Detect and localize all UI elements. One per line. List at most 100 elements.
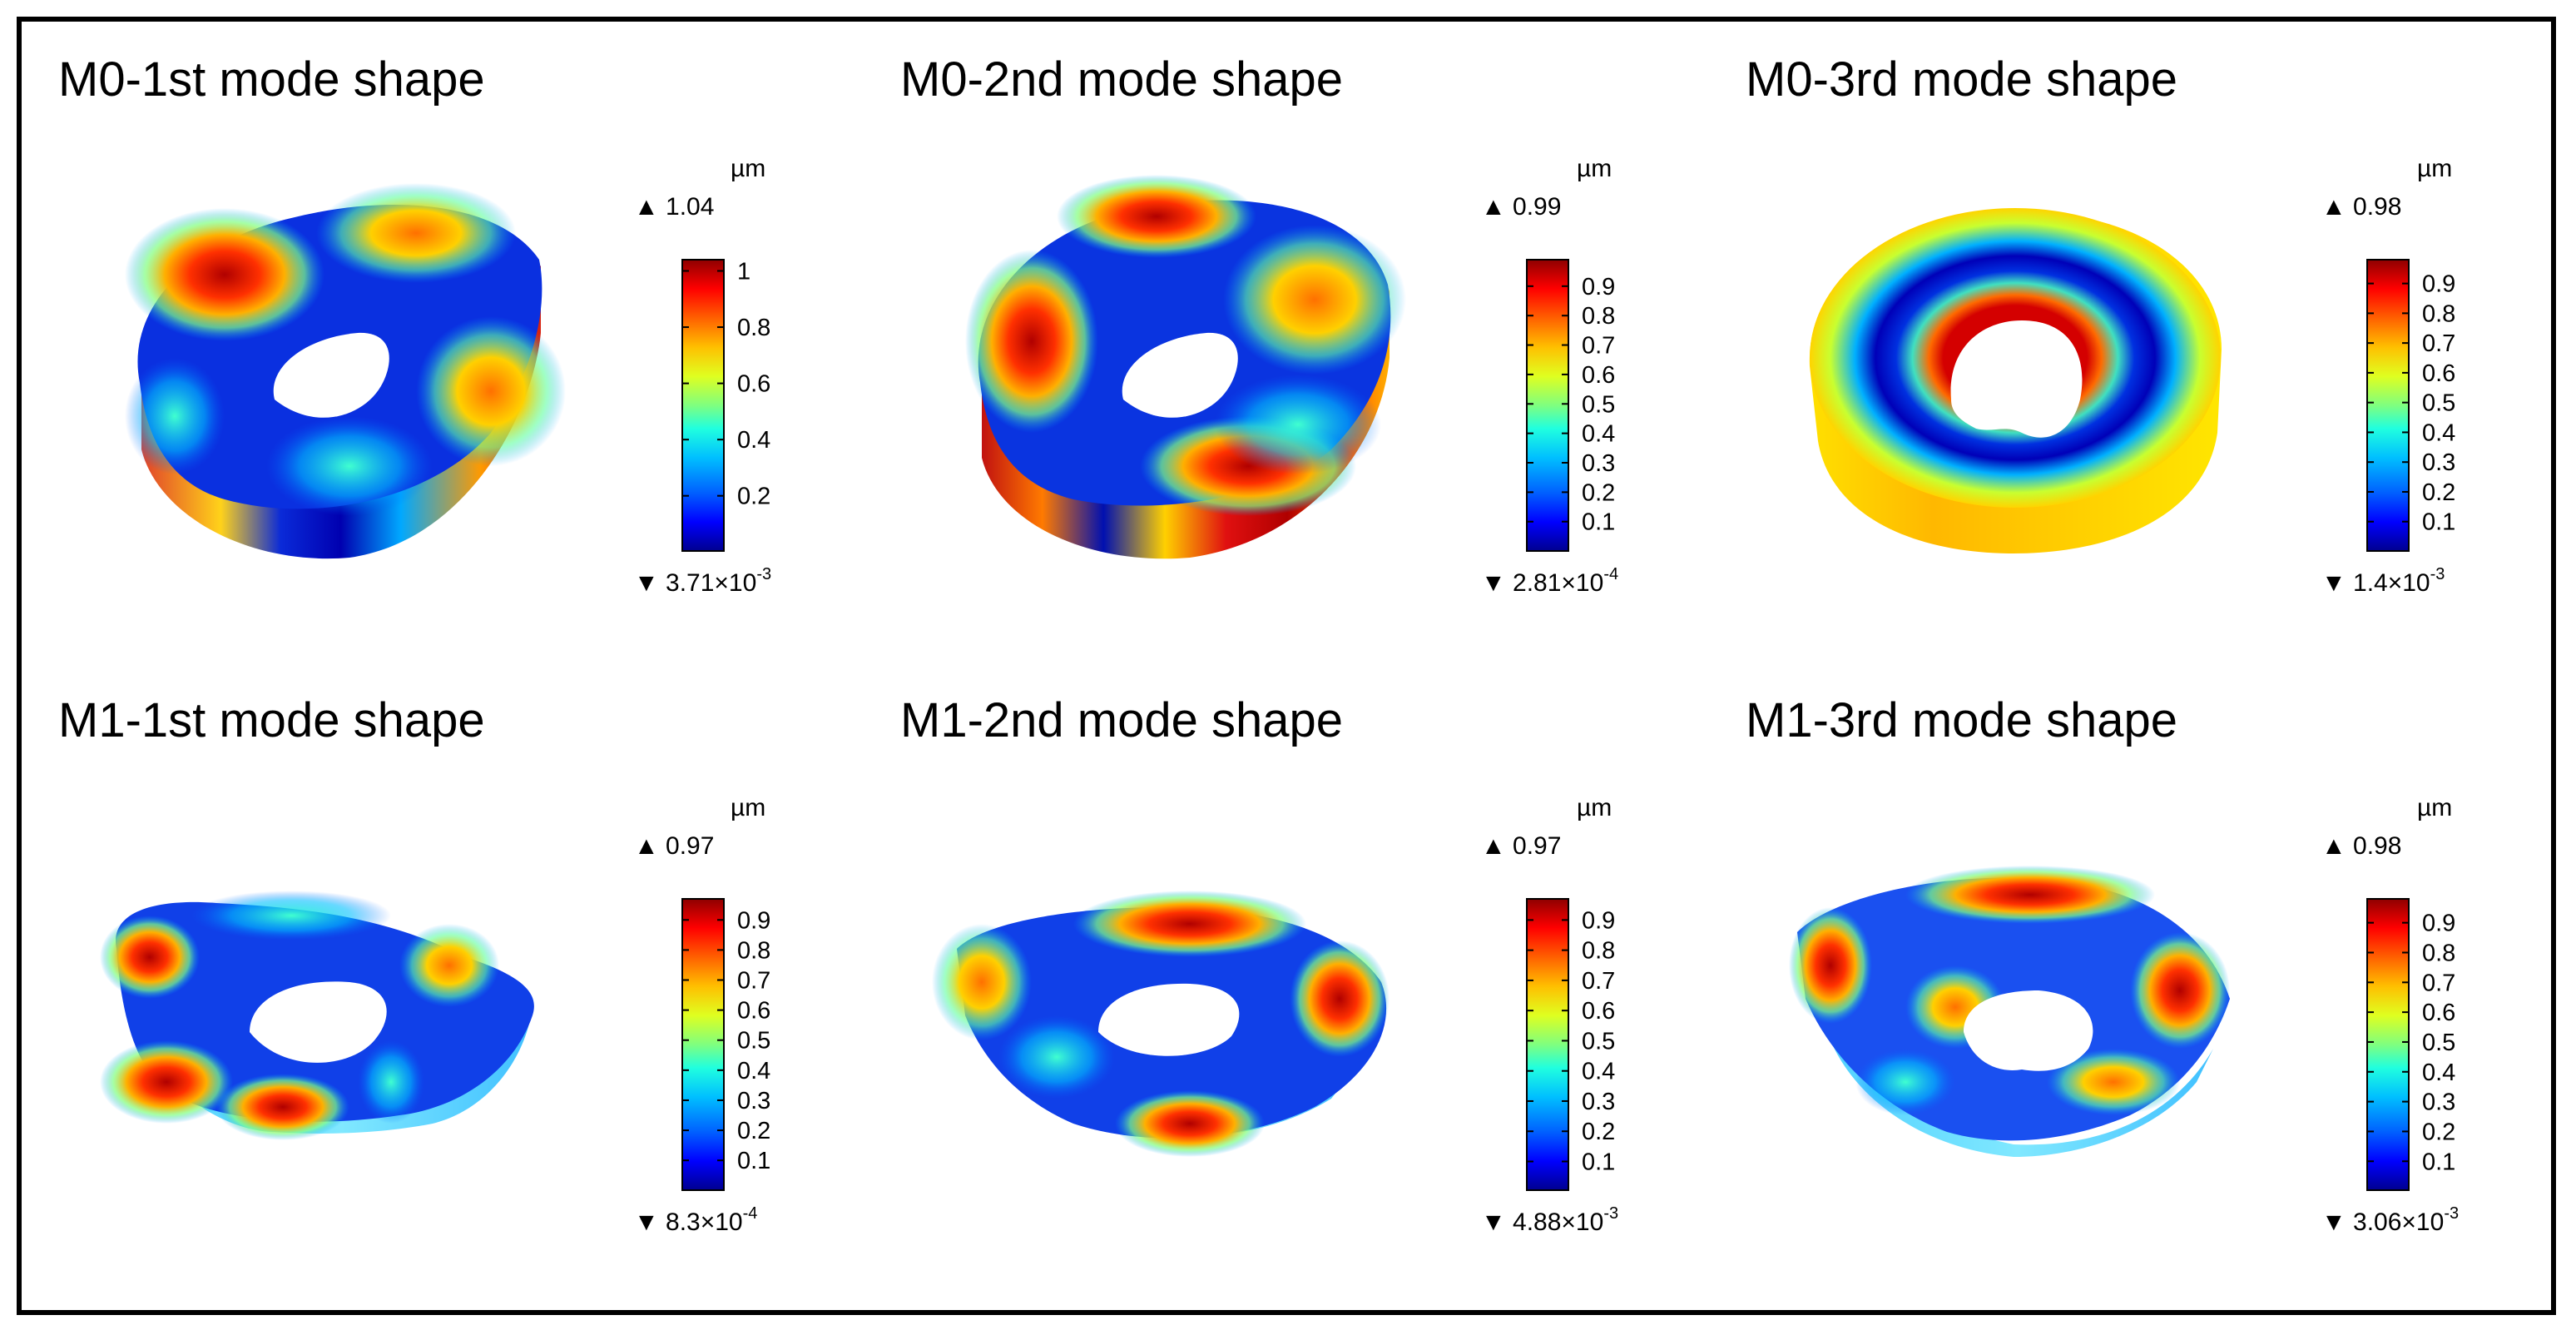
colorbar-tick-label: 0.6 — [737, 998, 770, 1025]
panel-title: M0-2nd mode shape — [900, 52, 1343, 107]
colorbar-tick-label: 0.6 — [737, 371, 770, 398]
colorbar-tick-label: 0.4 — [2422, 419, 2455, 446]
colorbar-unit: µm — [2417, 155, 2452, 182]
colorbar-tick-label: 0.2 — [737, 484, 770, 510]
mode-shape-m0-2 — [965, 175, 1406, 559]
panel-title: M0-1st mode shape — [58, 52, 485, 107]
colorbar: µm ▲ 0.97 0.9 0.8 0.7 0.6 0.5 0.4 0.3 0.2 0.1 ▼ … — [634, 794, 770, 1236]
colorbar: µm ▲ 0.98 0.90.80.70.60.50.40.30.20.1 ▼ … — [2321, 794, 2459, 1236]
colorbar-ticks: 0.90.80.70.60.50.40.30.20.1 — [1527, 907, 1615, 1176]
colorbar-ticks: 0.90.80.70.60.50.40.30.20.1 — [2367, 911, 2455, 1175]
colorbar-tick-label: 0.5 — [2422, 1030, 2455, 1056]
colorbar-tick-label: 0.2 — [2422, 479, 2455, 506]
colorbar-tick-label: 0.4 — [1582, 421, 1615, 448]
colorbar-tick-label: 0.8 — [737, 937, 770, 964]
colorbar-tick-label: 0.7 — [2422, 970, 2455, 996]
colorbar-ticks: 1 0.8 0.6 0.4 0.2 — [682, 259, 770, 510]
colorbar-tick-label: 0.1 — [1582, 509, 1615, 536]
colorbar-tick-label: 0.9 — [1582, 907, 1615, 934]
colorbar-tick-label: 0.1 — [1582, 1149, 1615, 1176]
colorbar-tick-label: 0.3 — [737, 1088, 770, 1114]
colorbar-max-label: ▲ 0.97 — [1481, 832, 1561, 860]
colorbar-tick-label: 0.8 — [1582, 938, 1615, 965]
colorbar-tick-label: 0.8 — [1582, 303, 1615, 330]
colorbar-tick-label: 0.4 — [2422, 1060, 2455, 1086]
panel-m1-1: M1-1st mode shape µm ▲ 0.97 0.9 0.8 0.7 0.6… — [58, 693, 770, 1236]
colorbar: µm ▲ 0.97 0.9 0.8 0.7 0.6 0.5 0.4 0.3 0.2 0.1 ▼ … — [1481, 794, 1618, 1236]
colorbar-tick-label: 0.3 — [2422, 1089, 2455, 1116]
colorbar-tick-label: 0.4 — [1582, 1059, 1615, 1085]
colorbar-tick-label: 0.1 — [2422, 509, 2455, 536]
colorbar-gradient — [2366, 898, 2410, 1191]
colorbar-tick-label: 0.2 — [2422, 1119, 2455, 1145]
mode-shape-m1-1 — [100, 891, 534, 1140]
mode-shape-m0-1 — [125, 183, 566, 559]
colorbar-unit: µm — [731, 155, 765, 182]
colorbar-min-label: ▼ 2.81×10-4 — [1481, 565, 1618, 597]
colorbar-tick-label: 1 — [737, 259, 751, 285]
panel-m1-3: M1-3rd mode shape µm ▲ 0.98 0.9 0.8 0.7 0.6… — [1746, 693, 2459, 1236]
colorbar-min-label: ▼ 3.06×10-3 — [2321, 1204, 2459, 1236]
colorbar-gradient — [681, 898, 725, 1191]
panel-m0-1: M0-1st mode shape µm ▲ 1.04 1 0.8 0.6 0.4 0.… — [58, 52, 771, 597]
panel-title: M1-1st mode shape — [58, 693, 485, 747]
colorbar-tick-label: 0.9 — [1582, 274, 1615, 300]
colorbar-min-label: ▼ 4.88×10-3 — [1481, 1204, 1618, 1236]
colorbar-tick-label: 0.9 — [2422, 911, 2455, 937]
colorbar-min-label: ▼ 3.71×10-3 — [634, 565, 771, 597]
colorbar-max-label: ▲ 1.04 — [634, 193, 714, 221]
colorbar-unit: µm — [1577, 794, 1612, 821]
colorbar-tick-label: 0.2 — [1582, 1119, 1615, 1145]
colorbar: µm ▲ 0.99 0.9 0.8 0.70.60.5 0.40.30.2 0.1 ▼ … — [1481, 155, 1618, 597]
colorbar-gradient — [1526, 898, 1569, 1191]
colorbar-tick-label: 0.8 — [737, 315, 770, 341]
colorbar-tick-label: 0.3 — [1582, 450, 1615, 477]
colorbar-tick-label: 0.6 — [2422, 1000, 2455, 1026]
panel-m0-3: M0-3rd mode shape µm ▲ 0.98 0.90.8 0.7 0.6… — [1746, 52, 2455, 597]
colorbar: µm ▲ 0.98 0.90.8 0.7 0.6 0.50.4 0.3 0.2 0.1 ▼ … — [2321, 155, 2455, 597]
colorbar-tick-label: 0.2 — [737, 1118, 770, 1144]
colorbar-tick-label: 0.7 — [737, 968, 770, 995]
colorbar-tick-label: 0.6 — [2422, 360, 2455, 387]
mode-shape-m1-3 — [1789, 866, 2230, 1157]
colorbar-tick-label: 0.5 — [1582, 391, 1615, 418]
colorbar-gradient — [681, 259, 725, 552]
colorbar-max-label: ▲ 0.98 — [2321, 193, 2401, 221]
colorbar-tick-label: 0.8 — [2422, 300, 2455, 327]
colorbar-tick-label: 0.4 — [737, 427, 770, 454]
colorbar-gradient — [2366, 259, 2410, 552]
colorbar-min-label: ▼ 8.3×10-4 — [634, 1204, 757, 1236]
colorbar: µm ▲ 1.04 1 0.8 0.6 0.4 0.2 ▼ 3.71×10-3 — [634, 155, 771, 597]
colorbar-tick-label: 0.5 — [1582, 1028, 1615, 1055]
mode-shape-m0-3 — [1809, 208, 2222, 554]
mode-shape-m1-2 — [932, 891, 1390, 1157]
colorbar-tick-label: 0.6 — [1582, 998, 1615, 1025]
colorbar-max-label: ▲ 0.97 — [634, 832, 714, 860]
panel-m1-2: M1-2nd mode shape µm ▲ 0.97 0.9 0.8 0.7 0.6… — [900, 693, 1618, 1236]
colorbar-tick-label: 0.7 — [1582, 968, 1615, 995]
colorbar-tick-label: 0.9 — [2422, 271, 2455, 298]
panel-title: M0-3rd mode shape — [1746, 52, 2177, 107]
colorbar-tick-label: 0.4 — [737, 1058, 770, 1084]
panel-title: M1-3rd mode shape — [1746, 693, 2177, 747]
colorbar-tick-label: 0.1 — [737, 1148, 770, 1174]
colorbar-tick-label: 0.3 — [2422, 449, 2455, 476]
colorbar-tick-label: 0.7 — [2422, 330, 2455, 357]
colorbar-tick-label: 0.5 — [2422, 390, 2455, 417]
colorbar-max-label: ▲ 0.98 — [2321, 832, 2401, 860]
colorbar-unit: µm — [731, 794, 765, 821]
panel-title: M1-2nd mode shape — [900, 693, 1343, 747]
colorbar-tick-label: 0.7 — [1582, 333, 1615, 360]
panel-m0-2: M0-2nd mode shape µm ▲ 0.99 0.9 0.8 0.70.6… — [900, 52, 1618, 597]
colorbar-ticks: 0.9 0.8 0.7 0.6 0.5 0.4 0.3 0.2 0.1 — [682, 907, 770, 1174]
colorbar-ticks: 0.90.8 0.7 0.6 0.50.4 0.3 0.2 0.1 — [2367, 271, 2455, 536]
colorbar-tick-label: 0.1 — [2422, 1149, 2455, 1175]
colorbar-tick-label: 0.9 — [737, 907, 770, 934]
colorbar-ticks: 0.9 0.8 0.70.60.5 0.40.30.2 0.1 — [1527, 274, 1615, 536]
colorbar-min-label: ▼ 1.4×10-3 — [2321, 565, 2445, 597]
colorbar-max-label: ▲ 0.99 — [1481, 193, 1561, 221]
colorbar-tick-label: 0.2 — [1582, 479, 1615, 506]
colorbar-tick-label: 0.6 — [1582, 362, 1615, 389]
colorbar-tick-label: 0.5 — [737, 1028, 770, 1055]
